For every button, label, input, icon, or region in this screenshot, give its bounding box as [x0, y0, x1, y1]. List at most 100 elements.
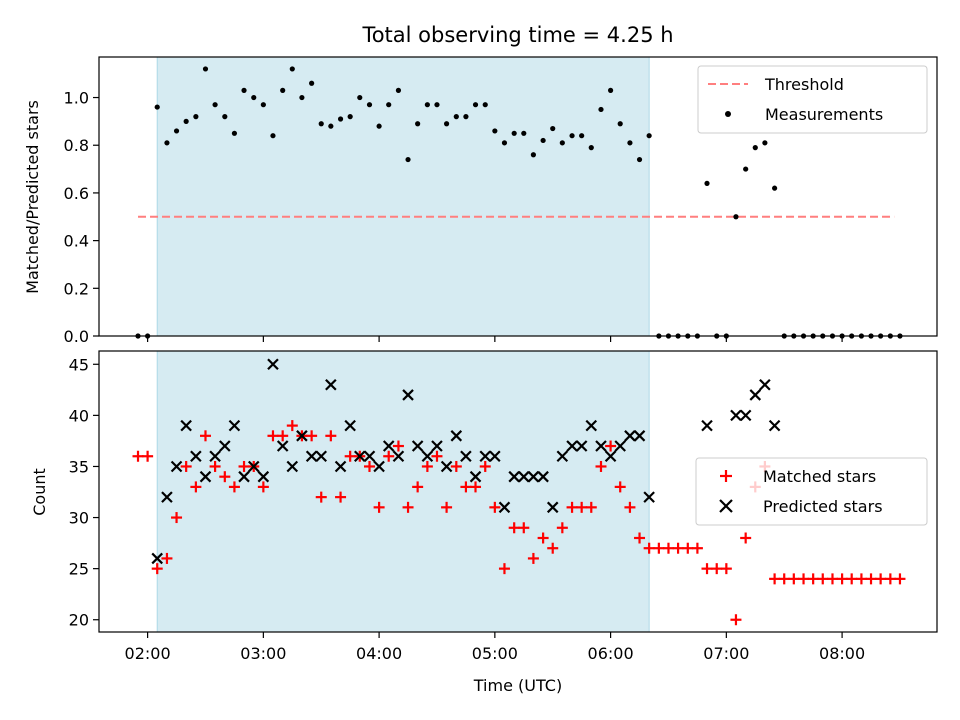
xtick-label: 03:00	[240, 644, 286, 663]
matched-star-point	[180, 460, 192, 472]
matched-star-point	[132, 450, 144, 462]
measurement-point	[241, 87, 247, 93]
xtick-label: 08:00	[819, 644, 865, 663]
predicted-star-point	[315, 450, 328, 463]
matched-star-point	[537, 532, 549, 544]
legend-predicted-swatch	[719, 499, 733, 513]
measurement-point	[472, 102, 479, 108]
measurement-point	[270, 133, 276, 139]
matched-star-point	[701, 563, 713, 575]
x-axis-label: Time (UTC)	[473, 676, 562, 695]
matched-star-point	[566, 501, 578, 513]
predicted-star-point	[161, 491, 173, 503]
measurement-point	[299, 94, 305, 101]
matched-star-point	[730, 614, 742, 626]
measurement-point	[309, 80, 315, 86]
measurement-point	[173, 128, 180, 134]
matched-star-point	[498, 563, 510, 575]
legend-measurements-swatch	[725, 111, 731, 117]
predicted-star-point	[219, 440, 231, 452]
predicted-star-point	[768, 419, 781, 432]
matched-star-point	[826, 573, 838, 585]
bottom-ytick-label: 35	[69, 457, 89, 476]
measurement-point	[222, 114, 228, 120]
matched-star-point	[624, 501, 636, 513]
predicted-star-point	[566, 440, 578, 452]
matched-star-point	[605, 440, 617, 452]
measurement-point	[530, 152, 536, 158]
matched-star-point	[489, 501, 501, 513]
predicted-star-point	[595, 440, 607, 452]
predicted-star-point	[296, 430, 308, 442]
matched-star-point	[161, 552, 173, 564]
bottom-legend: Matched stars Predicted stars	[695, 457, 928, 526]
legend-threshold-label: Threshold	[764, 75, 844, 94]
measurement-point	[636, 156, 643, 163]
measurement-point	[289, 66, 295, 72]
predicted-star-point	[440, 460, 453, 473]
measurement-point	[280, 87, 286, 93]
predicted-star-point	[180, 419, 192, 432]
measurement-point	[154, 104, 160, 110]
predicted-star-point	[276, 440, 289, 452]
measurement-point	[251, 94, 257, 101]
matched-star-point	[151, 563, 163, 575]
matched-star-point	[402, 501, 414, 513]
predicted-star-point	[450, 430, 463, 442]
xtick-label: 05:00	[472, 644, 518, 663]
matched-star-point	[527, 552, 539, 564]
measurement-point	[569, 133, 575, 139]
measurement-point	[559, 140, 565, 146]
matched-star-point	[508, 522, 520, 534]
predicted-star-point	[228, 419, 241, 432]
predicted-star-point	[392, 450, 405, 463]
measurement-point	[164, 140, 170, 146]
predicted-star-point	[759, 378, 771, 391]
top-ytick-label: 0.8	[64, 136, 89, 155]
measurement-point	[443, 121, 450, 127]
predicted-star-point	[749, 389, 762, 401]
bottom-ytick-label: 30	[69, 509, 89, 528]
matched-star-point	[190, 481, 202, 493]
measurement-point	[598, 106, 604, 113]
matched-star-point	[344, 450, 356, 462]
measurement-point	[337, 116, 344, 122]
matched-star-point	[383, 450, 395, 462]
measurement-point	[627, 140, 633, 146]
measurement-point	[434, 102, 440, 108]
bottom-ytick-label: 25	[69, 560, 89, 579]
predicted-star-point	[170, 460, 183, 473]
matched-star-point	[209, 460, 221, 472]
measurement-point	[521, 130, 527, 136]
matched-star-point	[807, 573, 819, 585]
measurement-point	[733, 214, 739, 220]
predicted-star-point	[469, 470, 482, 483]
matched-star-point	[682, 542, 694, 554]
measurement-point	[231, 130, 238, 136]
matched-star-point	[855, 573, 867, 585]
matched-star-point	[373, 501, 385, 513]
predicted-star-point	[344, 419, 356, 432]
predicted-star-point	[305, 450, 318, 463]
predicted-star-point	[527, 470, 540, 483]
predicted-star-point	[286, 460, 299, 473]
measurement-point	[501, 140, 508, 146]
measurement-point	[260, 102, 266, 108]
predicted-star-point	[209, 450, 221, 463]
measurement-point	[762, 140, 768, 146]
top-frame	[98, 56, 938, 337]
measurement-point	[376, 123, 382, 129]
measurement-point	[743, 166, 749, 172]
predicted-star-point	[325, 378, 337, 391]
top-ytick-label: 1.0	[64, 89, 89, 108]
bottom-ytick-label: 40	[69, 406, 89, 425]
predicted-star-point	[489, 450, 501, 463]
measurement-point	[366, 102, 373, 108]
matched-star-point	[518, 522, 530, 534]
matched-star-point	[662, 542, 674, 554]
matched-star-point	[431, 450, 443, 462]
matched-star-point	[547, 542, 559, 554]
predicted-star-point	[247, 460, 260, 473]
matched-star-point	[576, 501, 588, 513]
chart-title: Total observing time = 4.25 h	[361, 23, 673, 47]
